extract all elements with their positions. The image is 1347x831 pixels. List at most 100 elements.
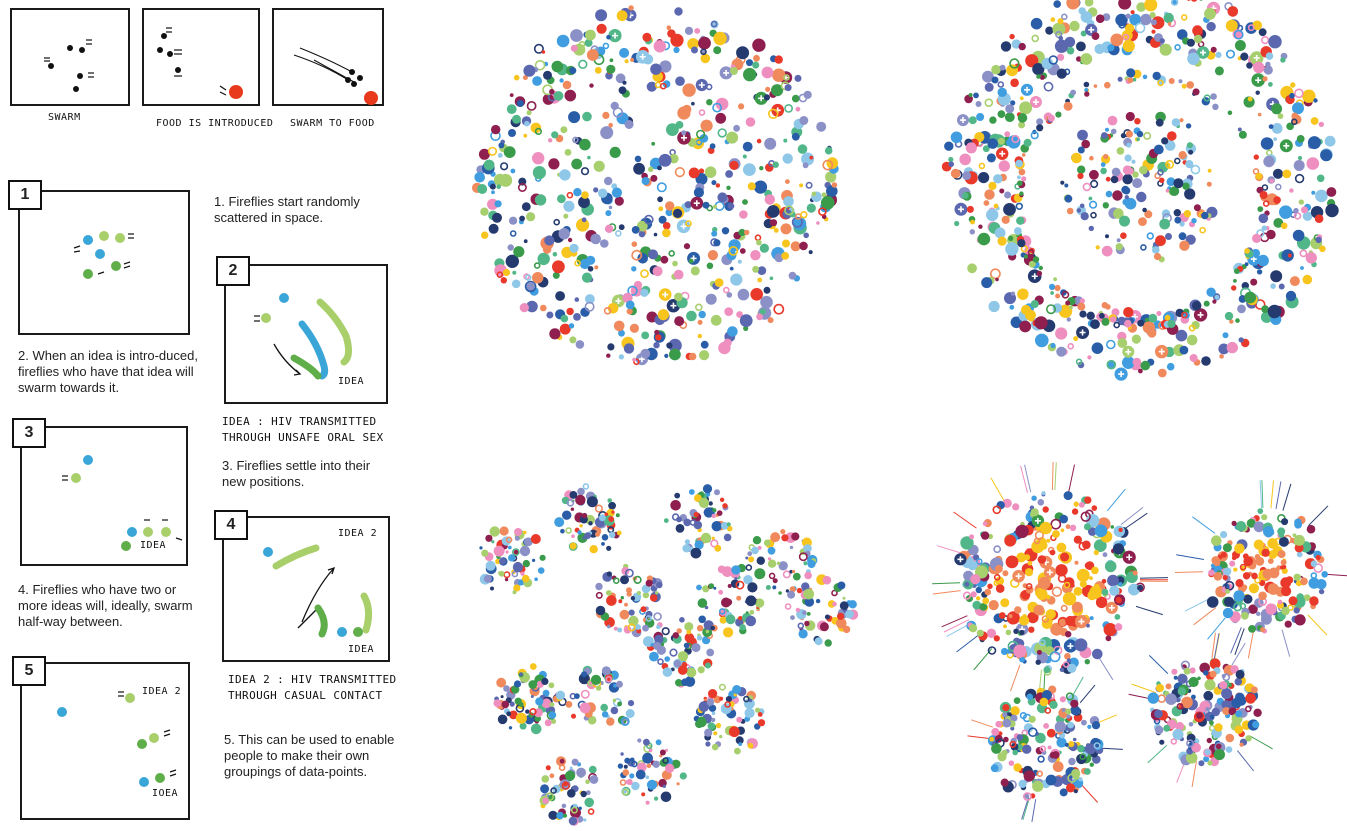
firefly-dot (1280, 57, 1286, 63)
firefly-dot (1223, 567, 1232, 576)
tether-line (1275, 481, 1282, 510)
tether-line (1022, 797, 1030, 820)
firefly-dot (726, 525, 733, 532)
firefly-dot (636, 220, 648, 232)
firefly-dot (791, 94, 800, 103)
firefly-dot (1192, 301, 1202, 311)
firefly-dot (552, 260, 565, 274)
firefly-dot (694, 303, 703, 312)
firefly-dot (790, 241, 801, 252)
firefly-dot (729, 160, 739, 170)
firefly-dot (1235, 710, 1243, 718)
firefly-dot (1077, 744, 1085, 753)
firefly-dot (711, 521, 722, 532)
firefly-dot (1113, 321, 1121, 329)
firefly-dot (1201, 356, 1211, 366)
firefly-dot (1111, 167, 1121, 177)
firefly-dot (690, 266, 700, 276)
firefly-dot (820, 196, 835, 210)
firefly-dot (1136, 130, 1144, 138)
firefly-dot (1150, 19, 1157, 26)
firefly-dot (1165, 159, 1175, 169)
firefly-dot (789, 545, 794, 550)
firefly-dot (795, 106, 801, 112)
firefly-dot (615, 230, 622, 237)
firefly-dot (1056, 68, 1067, 79)
firefly-dot (1039, 745, 1047, 753)
firefly-dot (1171, 0, 1179, 6)
firefly-dot (673, 269, 684, 280)
firefly-dot (659, 82, 667, 90)
firefly-dot (534, 127, 542, 135)
firefly-dot (1235, 669, 1245, 679)
firefly-dot (1089, 169, 1099, 180)
firefly-dot (1263, 526, 1274, 538)
firefly-dot (948, 161, 954, 167)
firefly-dot (559, 169, 571, 181)
firefly-dot (606, 353, 611, 358)
firefly-dot (564, 89, 577, 102)
firefly-dot (1073, 535, 1082, 544)
firefly-dot (1059, 667, 1065, 672)
firefly-dot (518, 702, 524, 707)
firefly-dot (783, 138, 788, 143)
firefly-dot (1293, 160, 1305, 171)
firefly-dot (1086, 623, 1090, 628)
firefly-dot (982, 597, 990, 605)
firefly-dot (725, 696, 732, 703)
firefly-dot (1045, 646, 1055, 656)
firefly-dot (1235, 521, 1247, 532)
firefly-dot (1151, 29, 1156, 34)
firefly-dot (650, 643, 654, 647)
firefly-dot (791, 216, 803, 228)
firefly-dot (1021, 176, 1027, 182)
firefly-dot (1009, 58, 1020, 69)
firefly-dot (483, 159, 495, 171)
firefly-dot (539, 554, 546, 561)
firefly-dot (1213, 559, 1221, 567)
firefly-dot (1000, 647, 1009, 656)
firefly-dot (701, 50, 706, 54)
firefly-dot (1278, 532, 1285, 538)
firefly-dot (1261, 514, 1268, 521)
step3-sketch: IDEA (20, 426, 188, 566)
firefly-dot (752, 61, 760, 69)
firefly-dot (1154, 725, 1164, 735)
firefly-dot (534, 60, 546, 71)
firefly-dot (994, 564, 1003, 573)
firefly-dot (642, 624, 649, 632)
firefly-dot-plus (1118, 371, 1125, 378)
firefly-dot (1116, 238, 1121, 243)
firefly-dot (1253, 521, 1265, 533)
firefly-dot (1071, 152, 1082, 164)
firefly-dot (724, 701, 731, 708)
firefly-dot (754, 568, 766, 580)
firefly-dot (1212, 299, 1217, 304)
firefly-dot (1140, 360, 1151, 371)
firefly-dot (560, 314, 569, 323)
firefly-dot (1261, 305, 1269, 313)
firefly-dot (986, 153, 996, 163)
firefly-dot (608, 205, 613, 210)
firefly-dot (1261, 225, 1267, 231)
firefly-dot (1131, 334, 1141, 344)
firefly-dot (585, 294, 595, 304)
firefly-dot (512, 562, 523, 573)
firefly-dot (747, 742, 754, 749)
firefly-dot (726, 522, 731, 527)
firefly-dot (1206, 181, 1212, 187)
firefly-dot (1044, 707, 1052, 714)
firefly-dot (658, 215, 667, 224)
firefly-dot (1080, 53, 1093, 65)
firefly-dot (569, 243, 579, 253)
firefly-dot (1037, 499, 1045, 506)
firefly-dot (1177, 29, 1188, 40)
firefly-dot (1314, 214, 1324, 223)
firefly-dot (1260, 137, 1274, 150)
firefly-dot (648, 748, 653, 753)
firefly-dot (973, 92, 979, 99)
firefly-dot (613, 626, 618, 631)
tether-line (1211, 632, 1216, 659)
firefly-dot (1012, 749, 1018, 756)
firefly-dot (662, 228, 671, 238)
